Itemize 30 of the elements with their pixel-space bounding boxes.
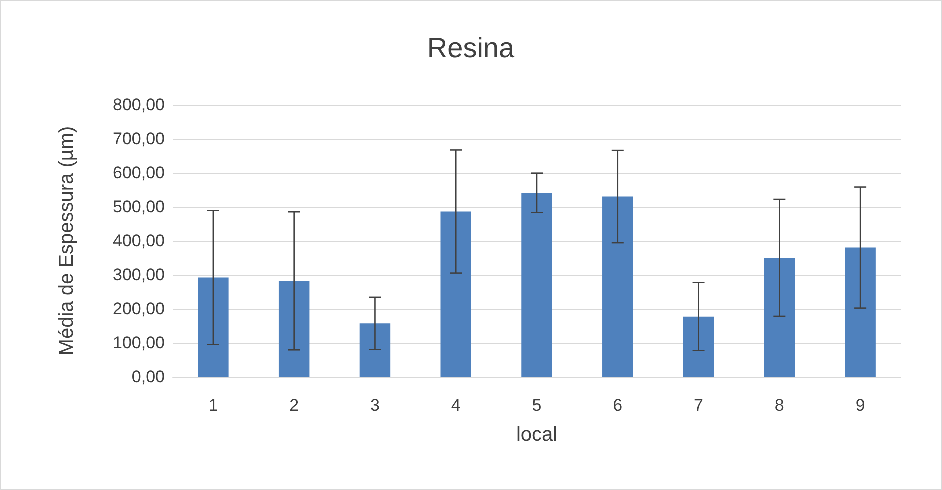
bar	[764, 258, 796, 377]
bar	[360, 324, 391, 377]
bar	[845, 248, 876, 377]
y-axis-title: Média de Espessura (µm)	[56, 126, 78, 356]
y-tick-label: 100,00	[113, 334, 165, 352]
bar	[198, 278, 229, 377]
x-axis-title: local	[516, 424, 558, 446]
chart-title: Resina	[427, 32, 515, 64]
y-tick-label: 500,00	[113, 198, 165, 216]
y-tick-label: 0,00	[132, 368, 165, 386]
y-tick-label: 300,00	[113, 266, 165, 284]
x-tick-label: 2	[290, 396, 300, 415]
y-tick-label: 700,00	[113, 130, 165, 148]
y-tick-label: 200,00	[113, 300, 165, 318]
x-tick-label: 6	[613, 396, 623, 415]
bar	[440, 212, 472, 377]
x-tick-label: 4	[451, 396, 461, 415]
x-tick-label: 7	[694, 396, 704, 415]
x-tick-label: 1	[208, 396, 218, 415]
bar	[522, 193, 552, 377]
bar	[278, 281, 310, 377]
y-tick-label: 400,00	[113, 232, 165, 250]
x-tick-label: 8	[774, 396, 784, 415]
y-tick-label: 800,00	[113, 96, 165, 114]
x-tick-label: 5	[532, 396, 542, 415]
bar	[602, 196, 634, 377]
bar	[683, 316, 714, 377]
x-tick-label: 3	[370, 396, 380, 415]
y-tick-label: 600,00	[113, 164, 165, 182]
x-tick-label: 9	[856, 396, 866, 415]
